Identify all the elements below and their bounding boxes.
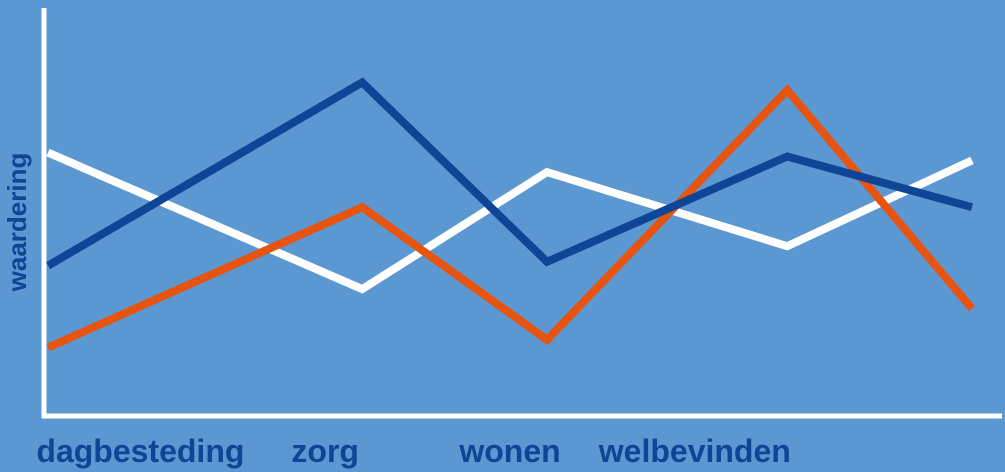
series-line-1 xyxy=(46,84,976,352)
x-tick-label-2: wonen xyxy=(458,433,560,469)
series-line-0 xyxy=(46,148,974,294)
x-tick-label-1: zorg xyxy=(291,433,359,469)
y-axis-label: waardering xyxy=(2,153,32,293)
x-tick-label-0: dagbesteding xyxy=(36,433,244,469)
series-layer xyxy=(45,77,976,352)
series-line-2 xyxy=(45,77,974,270)
x-tick-label-3: welbevinden xyxy=(598,433,791,469)
x-tick-labels: dagbesteding zorg wonen welbevinden xyxy=(36,433,790,469)
